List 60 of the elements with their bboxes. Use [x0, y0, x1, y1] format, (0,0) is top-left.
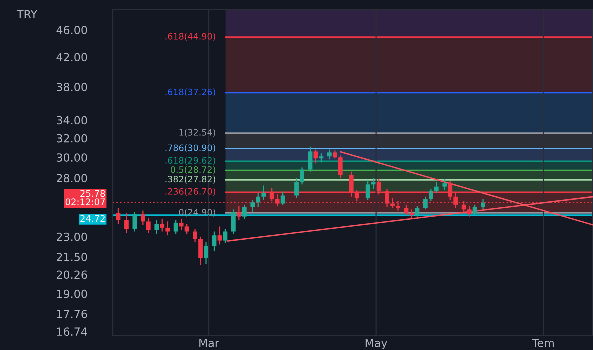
candlestick	[280, 192, 286, 206]
ref-line-label: 1(32.54)	[180, 129, 216, 137]
y-tick-label: 30.00	[57, 154, 88, 162]
y-tick-label: 32.00	[57, 134, 88, 143]
y-tick-label: 34.00	[57, 116, 88, 125]
candlestick	[160, 218, 165, 232]
candlestick	[442, 178, 448, 191]
candlestick	[314, 149, 318, 164]
ref-line-label: .382(27.82)	[166, 176, 216, 184]
candlestick	[250, 200, 256, 213]
candlestick	[434, 182, 439, 194]
candlestick	[166, 221, 170, 236]
candlestick	[300, 167, 304, 186]
candlestick	[338, 155, 343, 179]
candlestick	[116, 208, 121, 225]
y-tick-label: 46.00	[56, 26, 88, 34]
candlestick	[428, 188, 434, 202]
ref-line-label: .618(37.26)	[166, 88, 216, 97]
candlestick	[193, 228, 198, 243]
ref-line-label: 24.72	[80, 215, 105, 222]
y-axis-title: TRY	[16, 10, 38, 18]
y-tick-label: 28.00	[57, 174, 88, 183]
candlestick	[132, 211, 138, 232]
ref-line-label: 25.78 02:12:07	[66, 190, 106, 206]
candlestick	[174, 220, 178, 235]
candlestick	[472, 204, 478, 216]
x-tick-label: Mar	[200, 339, 220, 348]
candlestick	[294, 178, 299, 199]
y-tick-label: 38.00	[57, 83, 88, 92]
y-tick-label: 19.00	[57, 290, 88, 298]
ref-line-label: 0.5(28.72)	[170, 166, 216, 174]
candlestick	[256, 192, 261, 208]
x-tick-label: May	[366, 339, 388, 350]
candlestick	[184, 224, 190, 235]
candlestick	[204, 242, 208, 265]
candlestick	[262, 185, 266, 201]
y-tick-label: 17.76	[57, 310, 88, 318]
x-tick-label: Tem	[532, 339, 554, 348]
candlestick	[423, 196, 428, 210]
candlestick	[481, 198, 486, 210]
candlestick	[308, 146, 313, 172]
ref-line-label: .618(29.62)	[166, 157, 216, 165]
y-tick-label: 16.74	[57, 328, 88, 336]
ref-line-label: .236(26.70)	[166, 188, 216, 196]
candlestick	[146, 217, 151, 234]
y-tick-label: 42.00	[56, 53, 88, 62]
candlestick	[327, 149, 332, 160]
candlestick	[371, 178, 376, 190]
y-tick-label: 20.26	[57, 270, 88, 280]
y-tick-label: 21.50	[57, 252, 88, 262]
candlestick	[467, 206, 472, 218]
candlestick	[140, 210, 146, 226]
candlestick	[154, 220, 160, 235]
ref-line-label: .618(44.90)	[166, 33, 216, 41]
y-tick-label: 23.00	[57, 232, 88, 242]
candlestick	[366, 180, 370, 201]
candlestick	[198, 236, 203, 266]
candlestick	[124, 212, 129, 234]
candlestick	[179, 218, 184, 232]
ref-line-label: .786(30.90)	[166, 144, 216, 152]
